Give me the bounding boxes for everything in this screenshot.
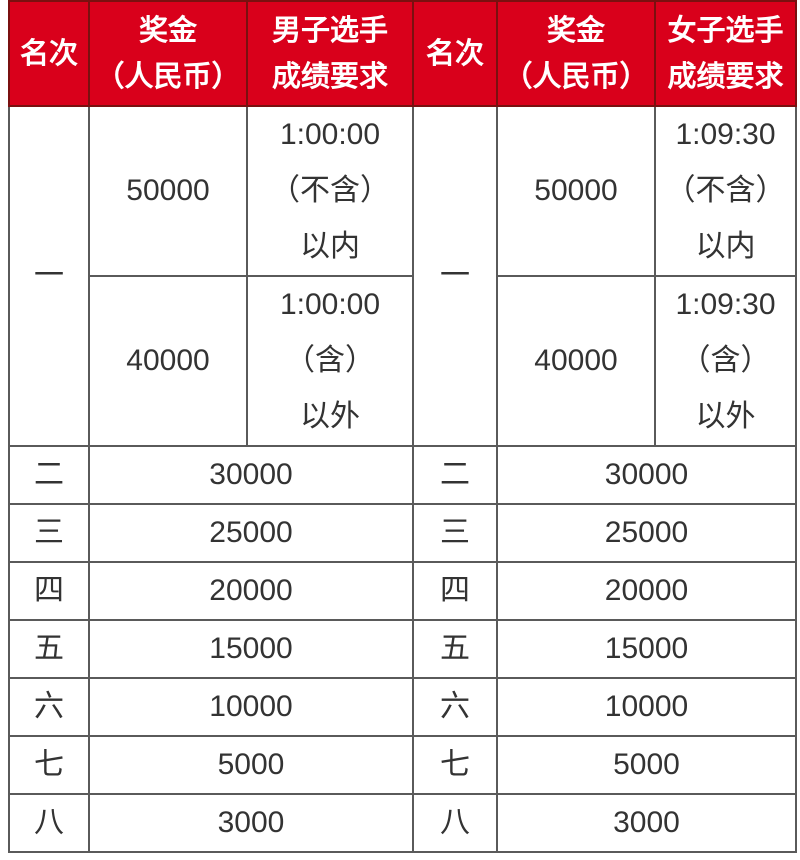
- rank-cell: 二: [8, 445, 90, 505]
- prize-cell: 5000: [88, 735, 414, 795]
- rank-cell: 六: [412, 677, 498, 737]
- header-prize-women: 奖金 （人民币）: [496, 0, 656, 107]
- table-row: 二 30000 二 30000: [8, 445, 797, 505]
- table-row: 四 20000 四 20000: [8, 561, 797, 621]
- prize-cell: 3000: [88, 793, 414, 853]
- header-women-line2: 成绩要求: [667, 60, 784, 93]
- table-row: 八 3000 八 3000: [8, 793, 797, 853]
- table-row: 七 5000 七 5000: [8, 735, 797, 795]
- rank-cell: 五: [8, 619, 90, 679]
- header-row: 名次 奖金 （人民币） 男子选手成绩要求 名次 奖金 （人民币） 女子选手成绩要求: [8, 0, 797, 107]
- table-row: 40000 1:00:00 （含） 以外 40000 1:09:30 （含） 以外: [9, 275, 797, 447]
- header-men-line2: 成绩要求: [271, 60, 388, 93]
- prize-cell: 20000: [88, 561, 414, 621]
- prize-cell: 25000: [88, 503, 414, 563]
- req-range: 以外: [695, 400, 756, 433]
- prize-cell: 25000: [496, 503, 797, 563]
- requirement-cell: 1:00:00 （不含） 以内: [246, 105, 414, 277]
- prize-table: 名次 奖金 （人民币） 男子选手 成绩要求 名次 奖金 （人民币） 女子选手 成绩要求 …: [8, 0, 797, 853]
- header-prize-line1: 奖金: [138, 14, 197, 47]
- prize-cell: 40000: [496, 275, 656, 447]
- req-time: 1:00:00: [279, 288, 381, 321]
- rank-cell: 四: [412, 561, 498, 621]
- header-women-line1: 女子选手: [667, 14, 784, 47]
- req-time: 1:09:30: [675, 288, 776, 321]
- prize-cell: 20000: [496, 561, 797, 621]
- requirement-cell: 1:00:00 （含） 以外: [246, 275, 414, 447]
- rank-cell: 八: [412, 793, 498, 853]
- req-qualifier: （含）: [680, 344, 771, 377]
- requirement-cell: 1:09:30 （不含） 以内: [654, 105, 797, 277]
- table-row: 一 50000 1:00:00 （不含） 以内 一 50000 1:09:30 （不含…: [8, 105, 797, 447]
- header-prize-men: 奖金 （人民币）: [88, 0, 248, 107]
- prize-cell: 40000: [88, 275, 248, 447]
- prize-cell: 50000: [88, 105, 248, 277]
- rank-cell: 七: [412, 735, 498, 795]
- header-rank-men: 名次: [8, 0, 90, 107]
- header-women-requirement: 女子选手 成绩要求: [654, 0, 797, 107]
- req-range: 以内: [695, 230, 756, 263]
- req-range: 以内: [300, 230, 360, 263]
- rank-cell: 五: [412, 619, 498, 679]
- rank-cell: 四: [8, 561, 90, 621]
- header-men-line1: 男子选手: [271, 14, 388, 47]
- rank-cell: 六: [8, 677, 90, 737]
- requirement-cell: 1:09:30 （含） 以外: [654, 275, 797, 447]
- rank-cell: 一: [412, 105, 498, 447]
- prize-cell: 3000: [496, 793, 797, 853]
- rank-cell: 一: [8, 105, 90, 447]
- rank-cell: 八: [8, 793, 90, 853]
- header-men-requirement: 男子选手 成绩要求: [246, 0, 414, 107]
- table-row: 五 15000 五 15000: [8, 619, 797, 679]
- req-qualifier: （不含）: [270, 174, 390, 207]
- prize-cell: 30000: [88, 445, 414, 505]
- header-prize-line2: （人民币）: [95, 60, 241, 93]
- prize-cell: 5000: [496, 735, 797, 795]
- rank-cell: 三: [8, 503, 90, 563]
- header-prize-line2: （人民币）: [503, 60, 649, 93]
- header-prize-line1: 奖金: [546, 14, 605, 47]
- req-qualifier: （不含）: [665, 174, 786, 207]
- prize-cell: 10000: [496, 677, 797, 737]
- req-time: 1:00:00: [279, 118, 381, 151]
- prize-cell: 10000: [88, 677, 414, 737]
- rank-cell: 三: [412, 503, 498, 563]
- prize-cell: 30000: [496, 445, 797, 505]
- rank-cell: 七: [8, 735, 90, 795]
- prize-cell: 50000: [496, 105, 656, 277]
- header-rank-women: 名次: [412, 0, 498, 107]
- table-row: 三 25000 三 25000: [8, 503, 797, 563]
- prize-cell: 15000: [496, 619, 797, 679]
- req-qualifier: （含）: [285, 344, 375, 377]
- rank-cell: 二: [412, 445, 498, 505]
- table-row: 六 10000 六 10000: [8, 677, 797, 737]
- prize-cell: 15000: [88, 619, 414, 679]
- req-time: 1:09:30: [675, 118, 776, 151]
- req-range: 以外: [300, 400, 360, 433]
